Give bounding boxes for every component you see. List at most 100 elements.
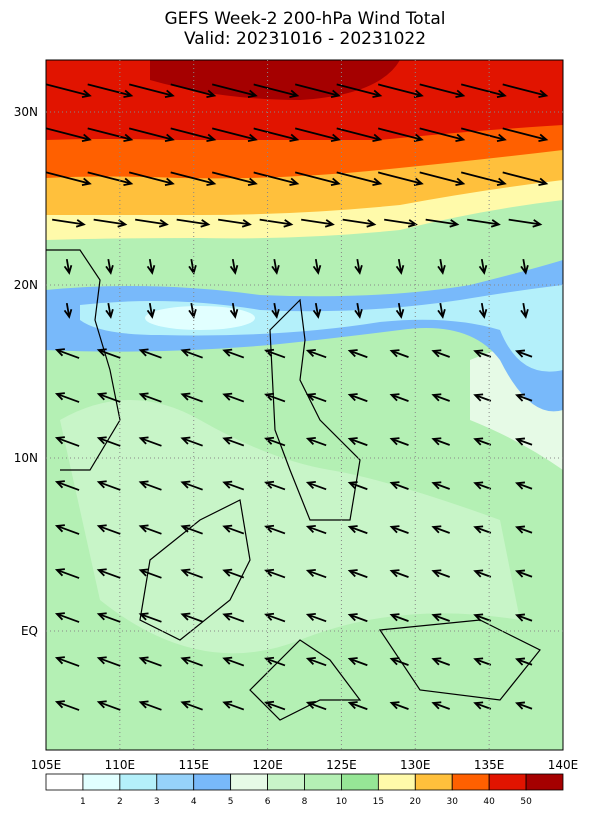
wind-arrow [460,127,507,143]
colorbar-label: 8 [302,797,308,807]
colorbar-label: 20 [410,797,422,807]
colorbar-swatch [156,773,195,791]
colorbar-swatch [82,773,121,791]
wind-arrow [473,613,492,622]
wind-arrow [128,83,175,99]
wind-arrow [377,83,424,99]
colorbar-swatch [488,773,527,791]
wind-arrow [253,83,300,99]
wind-arrow [502,171,549,187]
coastline [46,249,541,721]
wind-arrow [128,171,175,187]
wind-arrow [473,437,492,446]
wind-arrow [347,569,368,579]
colorbar-label: 50 [520,797,532,807]
wind-arrow [105,258,114,275]
wind-arrow [389,437,409,446]
wind-arrow [460,83,507,99]
wind-arrow [389,481,409,490]
wind-arrow [431,437,450,446]
wind-arrow [222,348,245,359]
wind-arrow [419,171,466,187]
wind-arrow [96,480,121,491]
colorbar-swatch [525,773,564,791]
wind-arrow [180,348,203,359]
wind-arrow [431,569,450,578]
wind-arrow [515,525,533,534]
wind-arrow [46,127,92,143]
wind-arrow [389,657,409,666]
wind-arrow [305,436,327,447]
lon-label: 115E [178,758,209,772]
wind-arrow [211,171,258,187]
wind-arrow [253,171,300,187]
wind-arrow [305,480,327,491]
colorbar-swatch [119,773,158,791]
wind-arrow [96,436,121,447]
map [46,60,563,750]
wind-arrow [222,568,245,579]
wind-arrow [431,613,450,622]
lat-label: 30N [14,105,38,119]
wind-arrow [515,657,533,666]
wind-arrow [347,701,368,711]
lat-label: EQ [21,624,38,638]
wind-arrow [180,480,203,491]
wind-arrow [515,349,533,358]
wind-arrow [347,437,368,447]
wind-arrow [170,171,217,187]
lon-label: 140E [548,758,579,772]
wind-arrow [138,348,162,359]
wind-arrow [305,700,327,711]
wind-arrow [253,127,300,143]
wind-arrow [222,612,245,623]
field-dark-red [150,60,400,100]
wind-arrow [347,481,368,491]
colorbar-label: 30 [446,797,458,807]
wind-arrow [347,657,368,667]
wind-arrow [264,436,286,447]
wind-arrow [63,302,73,319]
wind-arrow [342,218,377,228]
wind-arrow [222,392,245,403]
wind-arrow [96,392,121,403]
wind-arrow [222,700,245,711]
wind-arrow [176,218,211,228]
wind-arrow [520,302,529,319]
wind-arrow [336,83,383,99]
wind-arrow [473,569,492,578]
wind-arrow [384,218,418,228]
wind-arrow [180,656,203,667]
wind-arrow [431,393,450,402]
wind-arrow [54,348,80,359]
wind-arrow [336,171,383,187]
wind-arrow [312,302,322,319]
colorbar-label: 2 [117,797,123,807]
wind-arrow [473,481,492,490]
colorbar-swatch [414,773,453,791]
wind-arrow [180,392,203,403]
wind-arrow [138,700,162,711]
wind-arrow [431,525,450,534]
lon-label: 125E [326,758,357,772]
wind-arrow [138,612,162,623]
wind-arrow [431,349,450,358]
wind-arrow [222,436,245,447]
wind-arrow [389,613,409,622]
wind-arrow [419,127,466,143]
map-frame [45,59,564,751]
colorbar: 1 2 3 4 5 6 8 10 15 20 30 40 50 [45,773,564,807]
wind-arrow [515,481,533,490]
wind-arrow [294,83,341,99]
wind-arrow [473,657,492,666]
wind-arrow [502,127,549,143]
wind-arrow [431,481,450,490]
wind-arrow [211,83,258,99]
lon-label: 110E [105,758,136,772]
wind-arrow [473,349,492,358]
wind-arrow [138,656,162,667]
wind-arrow [87,127,134,143]
wind-arrow [87,83,134,99]
wind-arrow [259,218,294,228]
wind-arrow [395,258,405,275]
